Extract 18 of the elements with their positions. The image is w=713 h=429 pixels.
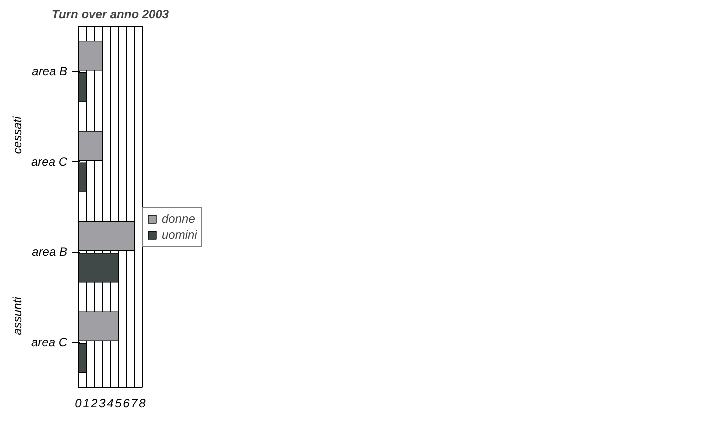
y-tick-label: area C xyxy=(31,335,68,350)
x-tick-label: 7 xyxy=(131,396,140,410)
y-tick-label: area B xyxy=(32,64,68,79)
legend-label: uomini xyxy=(162,228,198,242)
x-tick-label: 8 xyxy=(139,396,146,410)
x-tick-label: 3 xyxy=(99,396,106,410)
x-tick-label: 1 xyxy=(83,396,90,410)
x-tick-label: 5 xyxy=(115,396,122,410)
x-tick-label: 4 xyxy=(107,396,114,410)
y-tick-label: area C xyxy=(31,154,68,169)
x-tick-label: 2 xyxy=(90,396,98,410)
y-tick-label: area B xyxy=(32,245,68,260)
text: cessati xyxy=(10,116,24,154)
legend-label: donne xyxy=(162,212,196,226)
text: assunti xyxy=(10,296,24,336)
x-tick-label: 6 xyxy=(123,396,130,410)
x-tick-label: 0 xyxy=(75,396,82,410)
chart-title: Turn over anno 2003 xyxy=(52,8,170,22)
